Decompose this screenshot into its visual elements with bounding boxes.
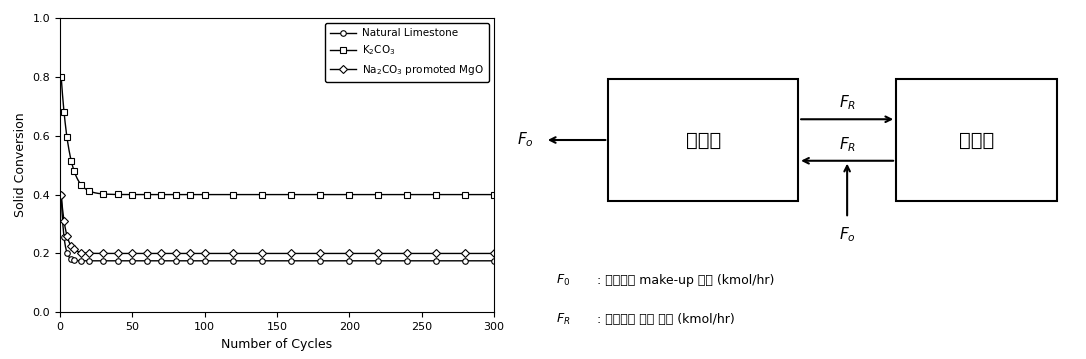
Text: 흥수탑: 흥수탑 (685, 131, 721, 149)
Text: $F_R$: $F_R$ (838, 135, 856, 154)
Text: : 흥수제의 순환 유량 (kmol/hr): : 흥수제의 순환 유량 (kmol/hr) (597, 313, 734, 326)
Text: 재생탑: 재생탑 (959, 131, 995, 149)
Text: $F_R$: $F_R$ (556, 312, 571, 327)
Text: $F_o$: $F_o$ (517, 131, 533, 149)
X-axis label: Number of Cycles: Number of Cycles (222, 337, 332, 351)
Text: $F_0$: $F_0$ (556, 272, 570, 288)
Text: : 흥수제의 make-up 유량 (kmol/hr): : 흥수제의 make-up 유량 (kmol/hr) (597, 274, 774, 286)
Text: $F_o$: $F_o$ (838, 225, 856, 244)
Text: $F_R$: $F_R$ (838, 93, 856, 112)
Y-axis label: Solid Conversion: Solid Conversion (14, 113, 27, 218)
Legend: Natural Limestone, K$_2$CO$_3$, Na$_2$CO$_3$ promoted MgO: Natural Limestone, K$_2$CO$_3$, Na$_2$CO… (325, 23, 489, 82)
Bar (896, 79, 1058, 201)
Bar (608, 79, 798, 201)
